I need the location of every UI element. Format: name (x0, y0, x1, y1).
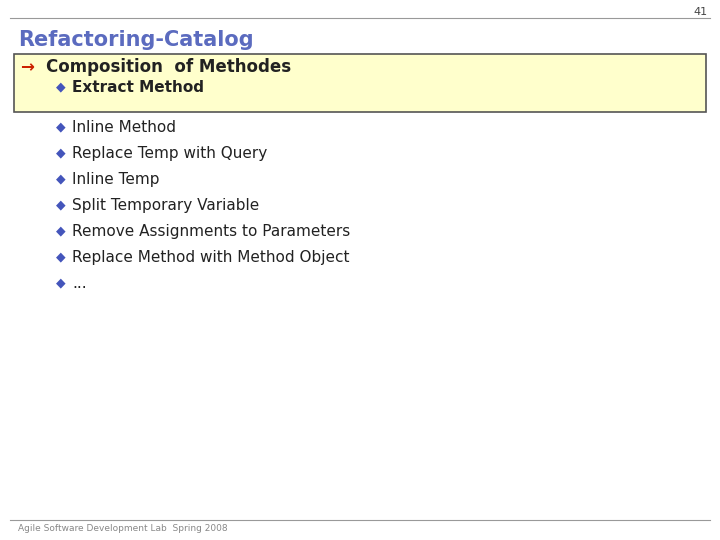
Text: ◆: ◆ (56, 172, 66, 185)
Text: ◆: ◆ (56, 146, 66, 159)
Text: Inline Temp: Inline Temp (72, 172, 160, 187)
Text: ◆: ◆ (56, 224, 66, 237)
Text: Composition  of Methodes: Composition of Methodes (46, 58, 291, 76)
Text: Replace Method with Method Object: Replace Method with Method Object (72, 250, 349, 265)
Text: Refactoring-Catalog: Refactoring-Catalog (18, 30, 253, 50)
Text: Inline Method: Inline Method (72, 120, 176, 135)
Text: ◆: ◆ (56, 120, 66, 133)
Text: Remove Assignments to Parameters: Remove Assignments to Parameters (72, 224, 350, 239)
Text: Extract Method: Extract Method (72, 80, 204, 95)
Text: ◆: ◆ (56, 80, 66, 93)
Text: ◆: ◆ (56, 250, 66, 263)
Text: ...: ... (72, 276, 86, 291)
FancyBboxPatch shape (14, 54, 706, 112)
Text: ◆: ◆ (56, 198, 66, 211)
Text: Replace Temp with Query: Replace Temp with Query (72, 146, 267, 161)
Text: →: → (20, 58, 34, 76)
Text: ◆: ◆ (56, 276, 66, 289)
Text: Split Temporary Variable: Split Temporary Variable (72, 198, 259, 213)
Text: Agile Software Development Lab  Spring 2008: Agile Software Development Lab Spring 20… (18, 524, 228, 533)
Text: 41: 41 (694, 7, 708, 17)
